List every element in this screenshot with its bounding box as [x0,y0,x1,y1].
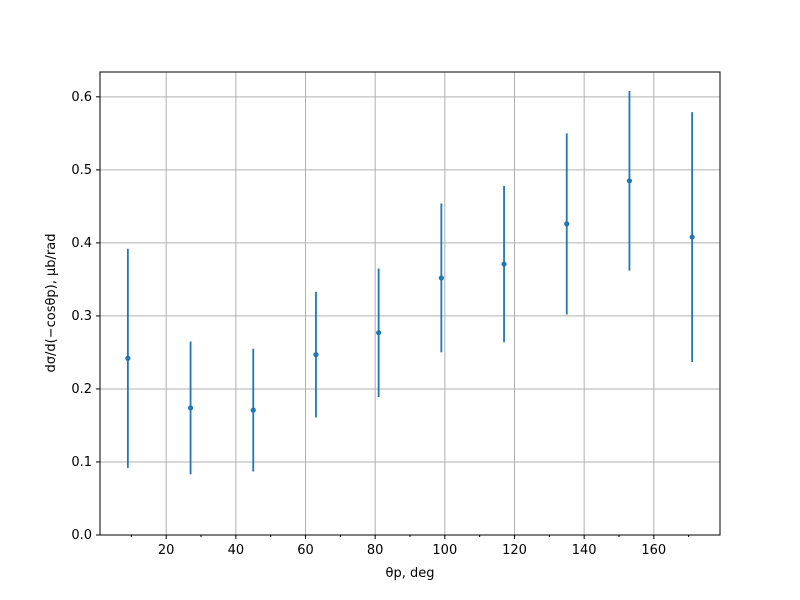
data-point [501,261,507,267]
y-axis-label: dσ/d(−cosθp), μb/rad [44,234,59,373]
x-axis-label: θp, deg [386,566,435,581]
x-tick-label: 80 [367,543,384,558]
y-tick-label: 0.5 [71,163,92,178]
data-point [564,221,570,227]
data-point [376,330,382,336]
x-tick-label: 40 [228,543,245,558]
x-tick-label: 60 [297,543,314,558]
x-tick-label: 120 [502,543,527,558]
x-tick-label: 100 [432,543,457,558]
y-tick-label: 0.2 [71,382,92,397]
x-tick-label: 140 [572,543,597,558]
y-tick-label: 0.0 [71,528,92,543]
data-point [125,355,131,361]
data-point [438,275,444,281]
x-tick-label: 160 [641,543,666,558]
data-point [187,405,194,411]
y-tick-label: 0.6 [71,90,92,105]
x-tick-label: 20 [158,543,175,558]
data-point [689,234,695,240]
y-tick-label: 0.4 [71,236,92,251]
data-point [626,178,633,184]
plot-frame [99,71,721,536]
data-point [250,407,256,413]
data-point [313,352,319,358]
y-tick-label: 0.1 [71,455,92,470]
y-tick-label: 0.3 [71,309,92,324]
